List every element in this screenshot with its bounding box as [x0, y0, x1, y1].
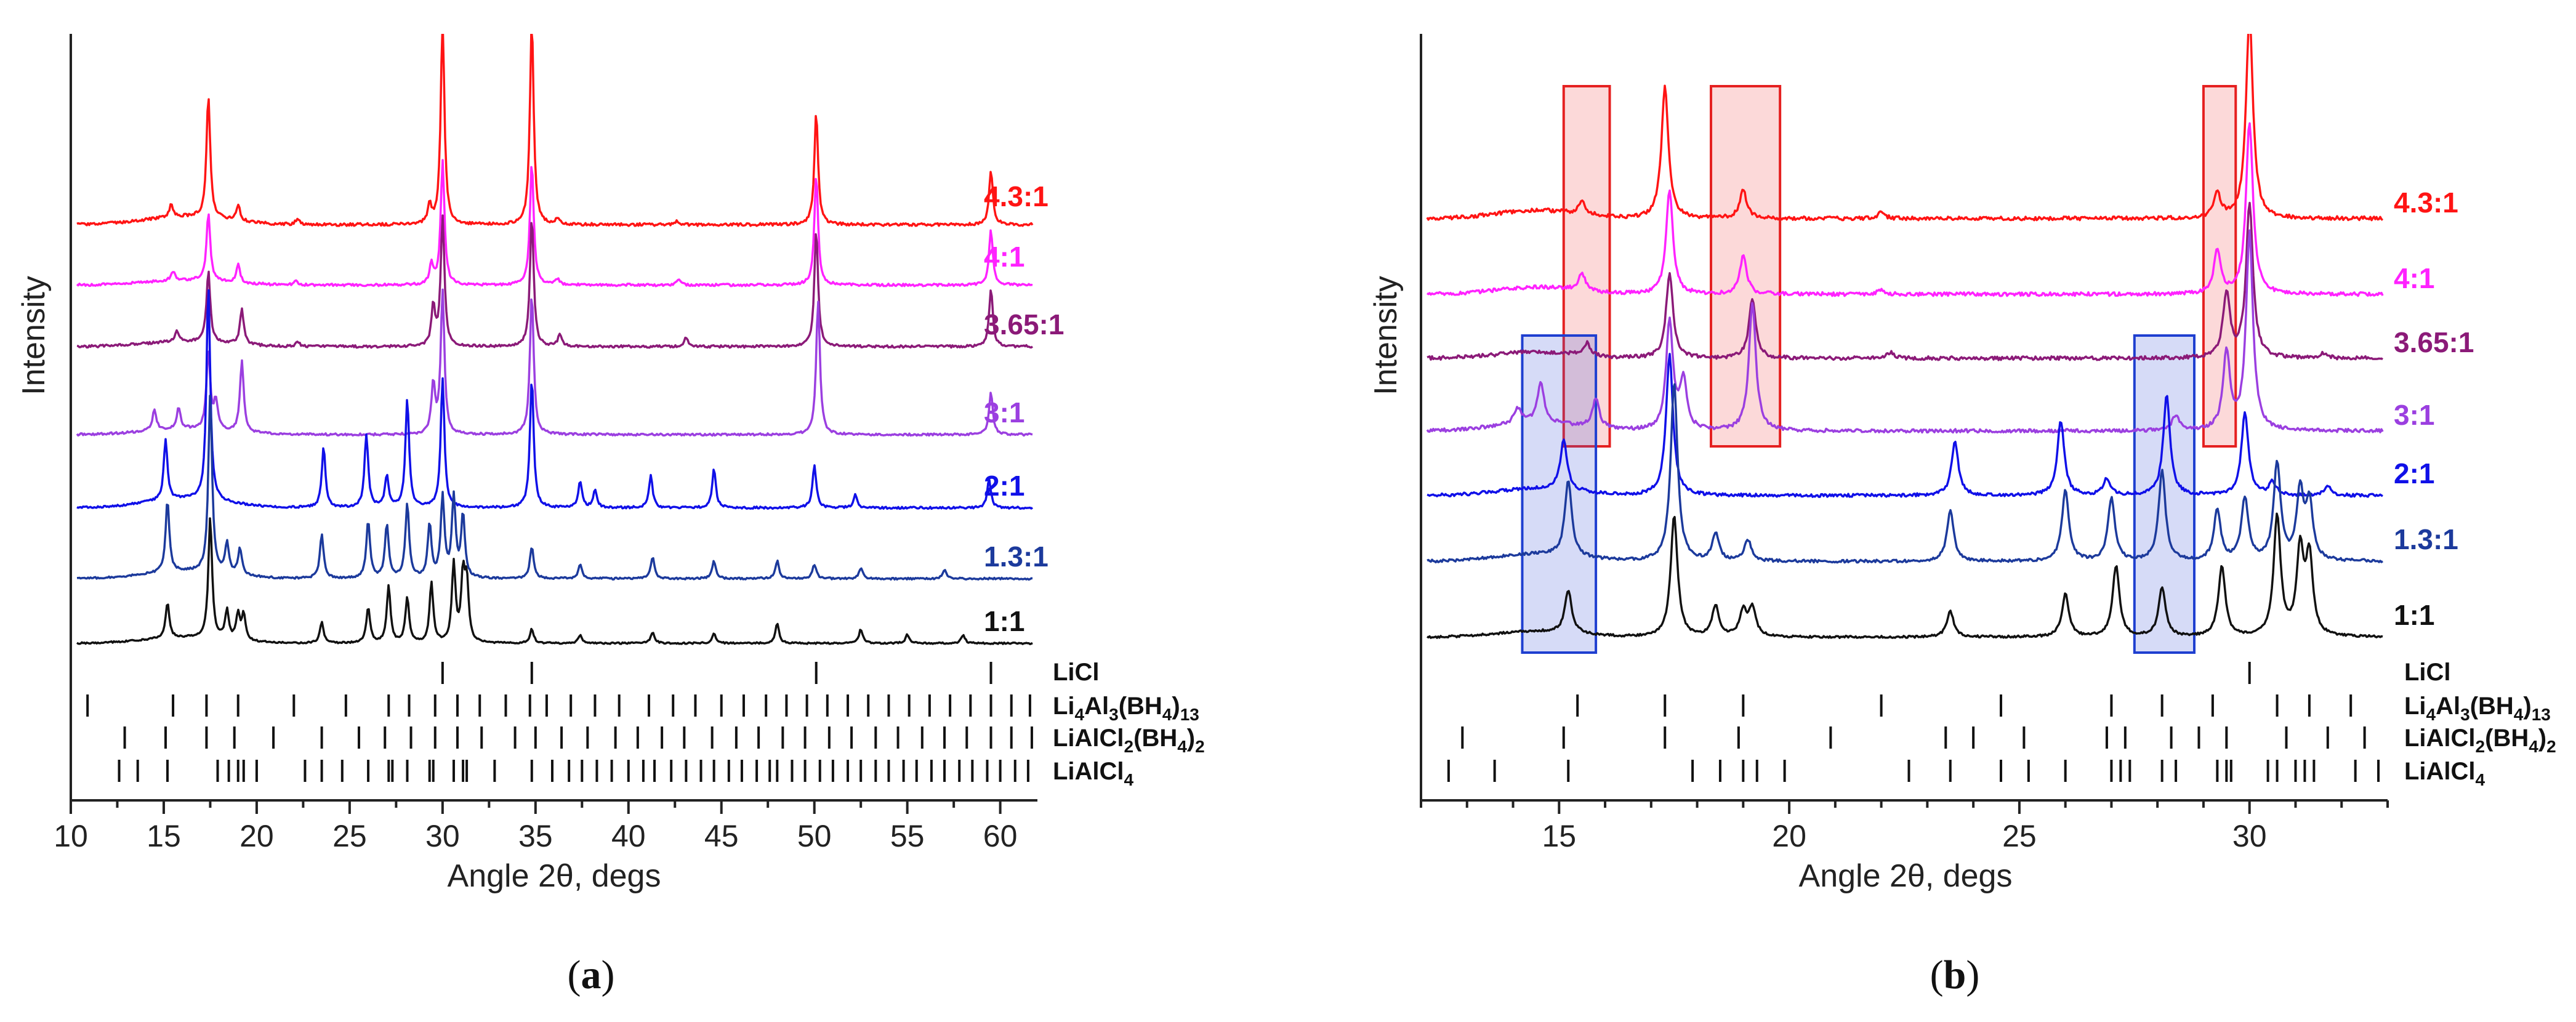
panel-a-ratio-label: 2:1 [984, 470, 1024, 502]
panel-a-curves [76, 34, 1034, 645]
panel-b-x-tick-label: 30 [2232, 819, 2267, 853]
panel-a-x-tick-label: 60 [983, 819, 1018, 853]
panel-a-series-4-3-1 [76, 34, 1034, 227]
panel-a-ref-label-lialcl2: LiAlCl2(BH4)2 [1053, 725, 1205, 756]
panel-a-ratio-label: 4:1 [984, 241, 1024, 273]
panel-b-caption: (b) [1930, 952, 1980, 997]
panel-b-series-1-1 [1426, 512, 2383, 639]
panel-b-y-axis-title: Intensity [1368, 276, 1404, 395]
panel-b-series-3-1 [1426, 229, 2384, 434]
panel-b-curves [1426, 34, 2384, 639]
panel-b-series-3-65-1 [1427, 201, 2383, 361]
panel-b-series-1-3-1 [1427, 383, 2384, 564]
panel-a-series-1-3-1 [76, 395, 1033, 581]
panel-a-x-tick-label: 35 [518, 819, 553, 853]
panel-b-ratio-label: 4:1 [2394, 262, 2434, 294]
panel-b-ref-label-lialcl4: LiAlCl4 [2404, 758, 2485, 789]
panel-a-x-tick-label: 25 [332, 819, 367, 853]
panel-a-series-3-1 [76, 288, 1033, 437]
panel-a-ratio-label: 3.65:1 [984, 308, 1064, 340]
panel-a-x-tick-label: 10 [54, 819, 88, 853]
panel-b-highlight-layer [1521, 85, 2237, 654]
panel-a-ref-label-lialcl4: LiAlCl4 [1053, 758, 1134, 789]
panel-a: 10 15 20 25 30 35 40 45 50 55 60 Intensity Angle 2… [16, 34, 1205, 894]
panel-a-ratio-label: 1.3:1 [984, 541, 1049, 573]
panel-a-x-tick-label: 55 [890, 819, 925, 853]
panel-a-ref-label-licl: LiCl [1053, 659, 1100, 686]
panel-b-ratio-labels: 4.3:1 4:1 3.65:1 3:1 2:1 1.3:1 1:1 [2394, 187, 2474, 631]
panel-a-y-axis-title: Intensity [16, 276, 52, 395]
panel-a-ratio-label: 3:1 [984, 396, 1024, 429]
panel-b-series-4-3-1 [1426, 34, 2384, 222]
panel-a-x-tick-label: 15 [147, 819, 181, 853]
panel-b-highlight-box-red [1562, 85, 1611, 448]
panel-b-ratio-label: 2:1 [2394, 457, 2434, 489]
panel-b-highlight-box-blue [1521, 334, 1598, 654]
panel-a-reference-ticks [86, 662, 1033, 782]
panel-a-x-ticks: 10 15 20 25 30 35 40 45 50 55 60 [54, 800, 1017, 853]
panel-b-x-axis-title: Angle 2θ, degs [1799, 858, 2013, 894]
panel-b-series-2-1 [1427, 353, 2383, 498]
panel-a-x-tick-label: 40 [611, 819, 646, 853]
panel-a-x-tick-label: 20 [239, 819, 274, 853]
panel-b-ref-label-lialcl2: LiAlCl2(BH4)2 [2404, 725, 2556, 756]
panel-b-x-tick-label: 20 [1772, 819, 1806, 853]
panel-b-x-tick-label: 15 [1542, 819, 1576, 853]
panel-b-ref-label-licl: LiCl [2404, 659, 2451, 686]
panel-a-x-tick-label: 45 [704, 819, 739, 853]
panel-a-series-4-1 [76, 159, 1033, 288]
panel-a-series-3-65-1 [76, 214, 1034, 349]
panel-a-series-1-1 [76, 517, 1033, 645]
panel-a-x-tick-label: 50 [797, 819, 832, 853]
panel-b-ratio-label: 3.65:1 [2394, 326, 2474, 358]
panel-b: 15 20 25 30 Intensity Angle 2θ, degs 4.3:14… [1368, 34, 2556, 894]
panel-a-ratio-label: 4.3:1 [984, 180, 1049, 212]
panel-b-ratio-label: 1:1 [2394, 599, 2434, 631]
panel-b-ratio-label: 4.3:1 [2394, 187, 2458, 219]
panel-b-series-4-1 [1426, 122, 2384, 297]
panel-b-ratio-label: 1.3:1 [2394, 523, 2458, 555]
panel-a-ratio-labels: 4.3:1 4:1 3.65:1 3:1 2:1 1.3:1 1:1 [984, 180, 1064, 637]
panel-a-series-2-1 [76, 289, 1034, 510]
panel-b-ref-label-li4al3: Li4Al3(BH4)13 [2404, 693, 2551, 724]
panel-b-x-tick-label: 25 [2002, 819, 2037, 853]
panel-b-reference-ticks [1447, 662, 2380, 782]
panel-b-highlight-box-red [2202, 85, 2237, 448]
panel-a-caption: (a) [568, 952, 615, 997]
panel-a-ratio-label: 1:1 [984, 605, 1024, 637]
panel-a-x-axis-title: Angle 2θ, degs [448, 858, 661, 894]
panel-b-x-ticks: 15 20 25 30 [1420, 800, 2389, 853]
panel-a-x-tick-label: 30 [425, 819, 460, 853]
panel-a-ref-label-li4al3: Li4Al3(BH4)13 [1053, 693, 1199, 724]
panel-b-ratio-label: 3:1 [2394, 399, 2434, 431]
